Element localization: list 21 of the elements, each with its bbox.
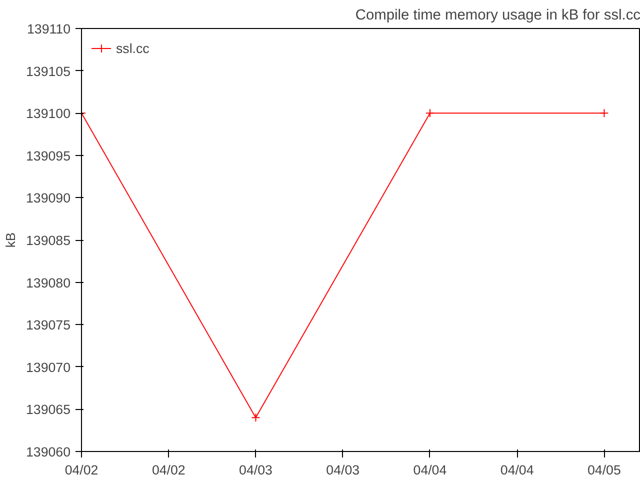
x-tick-label: 04/04 [500,462,534,478]
x-tick-label: 04/04 [413,462,448,478]
x-tick-label: 04/03 [326,462,360,478]
chart-title: Compile time memory usage in kB for ssl.cc [355,8,640,24]
x-tick-label: 04/03 [239,462,272,478]
y-tick-label: 139100 [26,106,71,122]
y-tick-label: 139085 [26,233,71,248]
y-tick-label: 139090 [26,190,71,206]
y-axis-title: kB [3,232,18,248]
x-tick-label: 04/02 [64,462,98,478]
y-tick-label: 139065 [26,402,71,418]
y-tick-label: 139105 [26,64,71,79]
y-tick-label: 139080 [26,275,71,290]
y-tick-label: 139075 [26,318,71,333]
y-tick-label: 139060 [26,444,71,460]
legend-label: ssl.cc [116,40,150,56]
x-tick-label: 04/05 [588,462,621,478]
y-tick-label: 139110 [27,22,71,36]
y-tick-label: 139095 [26,148,71,164]
y-tick-label: 139070 [26,360,71,375]
x-tick-label: 04/02 [152,462,186,478]
